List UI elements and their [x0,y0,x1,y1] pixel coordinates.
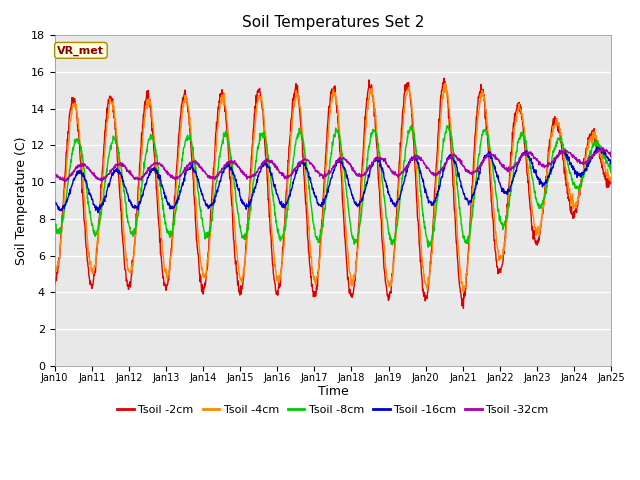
Legend: Tsoil -2cm, Tsoil -4cm, Tsoil -8cm, Tsoil -16cm, Tsoil -32cm: Tsoil -2cm, Tsoil -4cm, Tsoil -8cm, Tsoi… [113,401,553,420]
Text: VR_met: VR_met [58,45,104,56]
Title: Soil Temperatures Set 2: Soil Temperatures Set 2 [242,15,424,30]
Y-axis label: Soil Temperature (C): Soil Temperature (C) [15,136,28,265]
X-axis label: Time: Time [317,384,348,397]
